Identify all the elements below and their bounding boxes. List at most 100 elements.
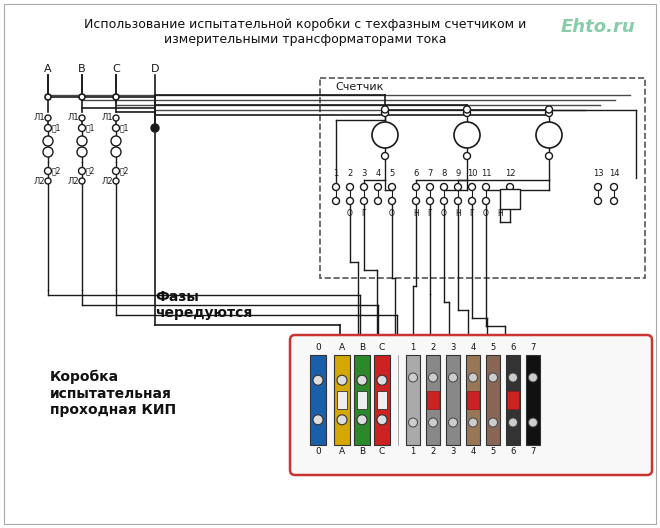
Circle shape [45,94,51,100]
Circle shape [426,197,434,204]
Text: 5: 5 [490,343,496,352]
Text: B: B [359,343,365,352]
Circle shape [469,184,475,191]
Text: Л2: Л2 [67,176,79,185]
Circle shape [482,197,490,204]
Circle shape [412,184,420,191]
Circle shape [79,167,86,174]
Circle shape [337,375,347,385]
Circle shape [112,167,119,174]
Circle shape [377,415,387,425]
Text: 0: 0 [315,343,321,352]
Text: 11: 11 [480,169,491,178]
Text: 10: 10 [467,169,477,178]
Circle shape [449,418,457,427]
Text: О: О [389,209,395,218]
Circle shape [389,197,395,204]
Circle shape [381,153,389,159]
Bar [467,391,479,409]
Circle shape [463,106,471,113]
Bar [466,355,480,445]
Bar [320,78,645,278]
Circle shape [488,418,498,427]
Text: 9: 9 [455,169,461,178]
Text: 4: 4 [376,169,381,178]
Circle shape [529,418,537,427]
Circle shape [440,184,447,191]
Circle shape [409,373,418,382]
Circle shape [111,136,121,146]
Circle shape [79,94,85,100]
Text: 1: 1 [411,447,416,456]
Text: Г: Г [470,209,475,218]
Text: Н: Н [455,209,461,218]
Text: C: C [379,447,385,456]
Text: D: D [150,64,159,74]
Circle shape [506,197,513,204]
Circle shape [469,373,477,382]
Circle shape [313,375,323,385]
Circle shape [79,125,86,131]
Text: 12: 12 [505,169,515,178]
FancyBboxPatch shape [290,335,652,475]
Circle shape [482,184,490,191]
Text: 4: 4 [471,447,476,456]
Circle shape [374,197,381,204]
Circle shape [357,375,367,385]
Circle shape [381,109,389,117]
Circle shape [360,197,368,204]
Circle shape [428,373,438,382]
Bar [334,355,350,445]
Text: 6: 6 [510,343,515,352]
Bar [310,355,326,445]
Circle shape [463,109,471,117]
Bar [426,355,440,445]
Text: 4: 4 [471,343,476,352]
Circle shape [77,147,87,157]
Text: Г: Г [362,209,366,218]
Circle shape [595,184,601,191]
Text: 2: 2 [347,169,352,178]
Text: О: О [483,209,489,218]
Circle shape [346,184,354,191]
Text: ͨ1: ͨ1 [120,124,129,133]
Circle shape [508,418,517,427]
Circle shape [529,373,537,382]
Text: Л1: Л1 [102,112,113,121]
Circle shape [469,197,475,204]
Circle shape [113,115,119,121]
Circle shape [409,418,418,427]
Text: Г: Г [428,209,432,218]
Bar [406,355,420,445]
Text: 5: 5 [389,169,395,178]
Circle shape [43,136,53,146]
Bar [500,189,520,209]
Bar [427,391,439,409]
Circle shape [346,197,354,204]
Circle shape [455,184,461,191]
Text: Н: Н [497,209,503,218]
Circle shape [372,122,398,148]
Circle shape [44,167,51,174]
Text: Использование испытательной коробки с техфазным счетчиком и: Использование испытательной коробки с те… [84,18,526,31]
Text: 3: 3 [450,447,455,456]
Text: 5: 5 [490,447,496,456]
Circle shape [77,136,87,146]
Circle shape [426,184,434,191]
Text: C: C [379,343,385,352]
Text: 2: 2 [430,447,436,456]
Circle shape [536,122,562,148]
Circle shape [546,153,552,159]
Text: B: B [78,64,86,74]
Text: Фазы
чередуются: Фазы чередуются [155,290,252,320]
Text: 7: 7 [531,447,536,456]
Text: О: О [347,209,353,218]
Text: 7: 7 [531,343,536,352]
Bar [374,355,390,445]
Bar [506,355,520,445]
Text: 7: 7 [427,169,433,178]
Text: Л2: Л2 [102,176,113,185]
Text: 2: 2 [430,343,436,352]
Text: A: A [339,343,345,352]
Bar [507,391,519,409]
